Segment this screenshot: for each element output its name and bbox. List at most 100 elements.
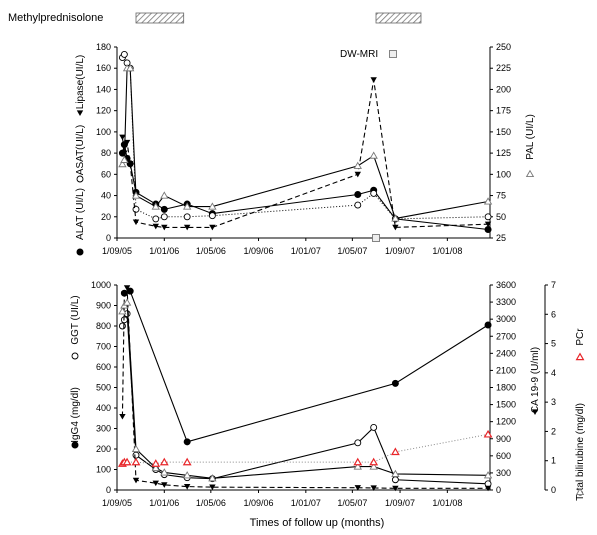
bottom-left-y-tick-label: 300 [96, 424, 111, 434]
bottom-series-4-point [131, 457, 141, 466]
igg4-label-marker [71, 441, 79, 449]
bottom-x-tick-label: 1/09/06 [244, 498, 274, 508]
bottom-bili-y-tick-label: 4 [551, 368, 556, 378]
top-series-0-point [160, 205, 168, 213]
top-series-3-point [208, 202, 217, 210]
bottom-series-3-point [118, 307, 127, 315]
bottom-series-2-point [152, 480, 159, 487]
top-series-3-point [483, 197, 493, 205]
bottom-bili-y-tick-label: 5 [551, 339, 556, 349]
bottom-bili-y-tick-label: 7 [551, 280, 556, 290]
bottom-series-4-point [159, 457, 169, 466]
top-right-y-tick-label: 50 [496, 212, 506, 222]
bottom-left-y-tick-label: 800 [96, 321, 111, 331]
top-left-axis-label-1: ALAT (UI/L) [75, 188, 86, 240]
top-series-2-point [354, 171, 361, 178]
ca19-9-axis-label: CA 19-9 (U/ml) [530, 347, 541, 413]
dw-mri-label: DW-MRI [340, 49, 378, 60]
top-series-3-point [126, 64, 135, 72]
top-series-1-point [132, 205, 140, 213]
bottom-series-1-point [354, 439, 362, 447]
top-x-tick-label: 1/09/06 [244, 246, 274, 256]
bottom-bili-y-tick-label: 2 [551, 426, 556, 436]
bottom-series-4-point [353, 457, 363, 466]
top-series-0-point [354, 190, 362, 198]
top-series-2-point [119, 134, 126, 141]
bottom-series-4-point [369, 457, 379, 466]
bottom-series-4-point [151, 459, 161, 467]
bottom-ca-y-tick-label: 1200 [496, 417, 516, 427]
top-left-y-tick-label: 40 [101, 191, 111, 201]
bottom-series-2-point [354, 485, 361, 491]
bottom-ca-y-tick-label: 2100 [496, 365, 516, 375]
top-series-3-point [118, 159, 127, 168]
bottom-left-y-tick-label: 0 [106, 485, 111, 495]
bottom-ca-y-tick-label: 0 [496, 485, 501, 495]
lipase-label-marker [76, 110, 84, 116]
bottom-series-3-point [122, 298, 132, 306]
pcr-axis-label: PCr [575, 328, 586, 346]
top-x-tick-label: 1/01/08 [432, 246, 462, 256]
bottom-series-1-point [391, 476, 399, 484]
bottom-ca-y-tick-label: 2400 [496, 348, 516, 358]
bottom-series-4-point [182, 457, 192, 466]
top-left-y-tick-label: 60 [101, 169, 111, 179]
top-axes: 1/09/05 1/01/06 1/05/06 1/09/06 1/01/07 1/05/… [96, 42, 511, 256]
bottom-ca-y-tick-label: 1800 [496, 383, 516, 393]
pal-label-marker [525, 169, 535, 178]
top-series-2-point [392, 224, 399, 231]
top-series-2-line [121, 79, 489, 228]
top-series-2-point [484, 221, 492, 228]
bottom-x-tick-label: 1/05/07 [337, 498, 367, 508]
bottom-left-y-tick-label: 100 [96, 465, 111, 475]
top-series-3-point [391, 214, 400, 222]
top-series-1-point [370, 189, 378, 197]
top-left-axis-label-3: Lipase(UI/L) [75, 55, 86, 109]
bilirubin-axis-label: Total bilirubine (mg/dl) [575, 403, 586, 501]
top-left-y-tick-label: 20 [101, 212, 111, 222]
bottom-bili-y-tick-label: 6 [551, 309, 556, 319]
bottom-series-4-point [390, 447, 400, 456]
dw-mri-marker [372, 234, 380, 242]
top-x-tick-label: 1/09/05 [102, 246, 132, 256]
bottom-series-3-point [131, 444, 141, 453]
bottom-x-tick-label: 1/09/07 [385, 498, 415, 508]
top-series-1-point [183, 213, 191, 221]
bottom-x-tick-label: 1/01/07 [291, 498, 321, 508]
igg4-axis-label: IgG4 (mg/dl) [70, 387, 81, 443]
top-series-3-point [151, 202, 160, 210]
top-series-3-point [131, 191, 141, 199]
top-series-2-point [132, 219, 140, 226]
top-right-y-tick-label: 125 [496, 148, 511, 158]
bottom-series-3-line [121, 301, 489, 479]
treatment-bar-2 [375, 12, 422, 24]
top-right-axis-label: PAL (UI/L) [525, 114, 536, 160]
top-right-y-tick-label: 175 [496, 106, 511, 116]
top-right-y-tick-label: 250 [496, 42, 511, 52]
top-x-tick-label: 1/01/07 [291, 246, 321, 256]
bottom-left-y-tick-label: 600 [96, 362, 111, 372]
bottom-ca-y-tick-label: 900 [496, 434, 511, 444]
bottom-series-4-point [122, 457, 132, 466]
top-right-y-tick-label: 150 [496, 127, 511, 137]
bottom-ca-y-tick-label: 1500 [496, 400, 516, 410]
bottom-series-1-point [370, 424, 378, 431]
bottom-ca-y-tick-label: 600 [496, 451, 511, 461]
top-series-1-line [122, 53, 489, 220]
bottom-series-1-line [121, 313, 489, 485]
bottom-x-tick-label: 1/01/06 [149, 498, 179, 508]
bottom-series-0-point [391, 379, 399, 387]
top-series-2-point [126, 161, 134, 167]
top-series-2-point [183, 224, 191, 231]
bottom-series-2-point [161, 482, 168, 488]
alat-label-marker [76, 248, 84, 256]
top-right-y-tick-label: 100 [496, 169, 511, 179]
pcr-label-marker [575, 352, 585, 361]
bottom-panel: 1/09/05 1/01/06 1/05/06 1/09/06 1/01/07 1/05/… [70, 280, 586, 508]
bottom-x-tick-label: 1/09/05 [102, 498, 132, 508]
bottom-ca-y-tick-label: 300 [496, 468, 511, 478]
top-series-3-line [121, 67, 489, 220]
bottom-ca-y-tick-label: 3300 [496, 297, 516, 307]
top-left-y-tick-label: 140 [96, 84, 111, 94]
